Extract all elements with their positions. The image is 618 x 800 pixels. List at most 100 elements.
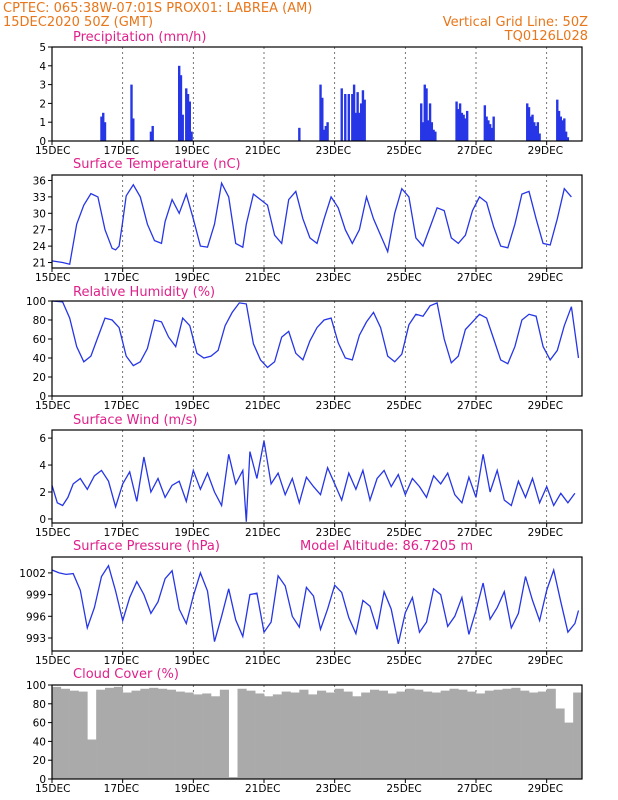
cloud-bar [228, 777, 238, 779]
press-y-tick-label: 999 [26, 590, 46, 602]
press-x-tick-label: 23DEC [316, 655, 351, 667]
cloud-bar [537, 691, 547, 779]
precip-bar [492, 116, 495, 141]
precip-bar [526, 103, 529, 141]
wind-x-tick-label: 21DEC [245, 527, 280, 539]
press-x-tick-label: 27DEC [457, 655, 492, 667]
cloud-x-tick-label: 29DEC [528, 783, 563, 795]
cloud-bar [387, 693, 397, 779]
precip-bar [462, 114, 465, 141]
precip-bar [425, 88, 428, 141]
precip-bar [487, 120, 490, 141]
rh-y-tick-label: 100 [26, 296, 46, 308]
cloud-bar [96, 689, 106, 779]
cloud-bar [246, 690, 256, 779]
cloud-x-tick-label: 27DEC [457, 783, 492, 795]
cloud-bar [564, 722, 574, 779]
precip-y-tick-label: 2 [39, 98, 46, 110]
temp-x-tick-label: 19DEC [174, 272, 209, 284]
precip-bar [354, 112, 358, 141]
panel-title-precipitation: Precipitation (mm/h) [73, 30, 206, 45]
temp-plot-frame [51, 174, 583, 269]
cloud-bar [414, 689, 424, 779]
precip-x-tick-label: 25DEC [386, 145, 421, 157]
cloud-bar [237, 688, 247, 779]
precip-bar [179, 75, 183, 141]
wind-plot-frame [51, 429, 583, 524]
wind-x-tick-label: 29DEC [528, 527, 563, 539]
precip-x-tick-label: 19DEC [174, 145, 209, 157]
wind-y-tick-label: 2 [39, 487, 46, 499]
precip-bar [324, 125, 328, 141]
temp-x-tick-label: 15DEC [35, 272, 70, 284]
cloud-bar [87, 739, 97, 779]
cloud-bar [308, 694, 318, 779]
temp-x-tick-label: 23DEC [316, 272, 351, 284]
precip-bar [322, 129, 326, 141]
precip-bar [130, 84, 133, 141]
cloud-bar [546, 688, 556, 779]
cloud-y-tick-label: 80 [33, 699, 46, 711]
precip-x-tick-label: 29DEC [528, 145, 563, 157]
precip-bar [557, 110, 561, 141]
temp-x-tick-label: 27DEC [457, 272, 492, 284]
press-x-tick-label: 21DEC [245, 655, 280, 667]
cloud-bar [317, 690, 327, 779]
cloud-bar [219, 689, 229, 779]
cloud-bar [60, 688, 70, 779]
rh-x-tick-label: 15DEC [35, 400, 70, 412]
precip-bar [321, 97, 324, 141]
header-model: TQ0126L028 [504, 29, 588, 44]
cloud-bar [166, 689, 176, 779]
precip-bar [185, 88, 188, 141]
precip-bar [340, 88, 343, 141]
precip-bar [420, 103, 423, 141]
rh-x-tick-label: 21DEC [245, 400, 280, 412]
precip-bar [538, 133, 541, 141]
press-y-tick-label: 993 [26, 633, 46, 645]
cloud-bar [458, 689, 468, 779]
rh-x-tick-label: 27DEC [457, 400, 492, 412]
cloud-bar [529, 692, 539, 779]
precip-bar [356, 92, 359, 141]
cloud-x-tick-label: 19DEC [174, 783, 209, 795]
wind-x-tick-label: 19DEC [174, 527, 209, 539]
cloud-bar [440, 690, 450, 779]
temp-y-tick-label: 36 [33, 175, 47, 187]
press-plot-frame [51, 556, 583, 652]
rh-x-tick-label: 29DEC [528, 400, 563, 412]
precip-bar [531, 114, 534, 141]
panel-temperature: Surface Temperature (nC) 21 24 27 30 33 36 15DE… [33, 157, 583, 284]
precip-bar [359, 103, 363, 141]
cloud-bar [449, 688, 459, 779]
cloud-x-tick-label: 17DEC [104, 783, 139, 795]
precip-bar [536, 122, 540, 141]
precip-bar [428, 103, 432, 141]
cloud-bar [378, 690, 388, 779]
temp-y-tick-label: 33 [33, 192, 46, 204]
precip-bar [149, 131, 153, 141]
precip-bar [527, 107, 531, 141]
cloud-bar [184, 692, 194, 779]
precip-bar [485, 116, 488, 141]
panel-title-pressure: Surface Pressure (hPa) [73, 539, 220, 554]
precip-bar [103, 122, 107, 141]
precip-bar [298, 127, 301, 141]
cloud-bar [193, 694, 203, 779]
precip-y-tick-label: 0 [39, 136, 46, 148]
wind-y-tick-label: 4 [39, 460, 46, 472]
cloud-bar [396, 691, 406, 779]
cloud-bar [52, 686, 62, 779]
cloud-bar [484, 690, 494, 779]
wind-x-tick-label: 17DEC [104, 527, 139, 539]
cloud-bar [520, 690, 530, 779]
precip-x-tick-label: 15DEC [35, 145, 70, 157]
precip-x-tick-label: 27DEC [457, 145, 492, 157]
precip-bar [457, 109, 460, 141]
panel-title-wind: Surface Wind (m/s) [73, 413, 197, 428]
cloud-bar [105, 687, 115, 779]
precip-bar [564, 131, 568, 141]
temp-line [51, 181, 572, 265]
precip-bar [178, 65, 181, 141]
